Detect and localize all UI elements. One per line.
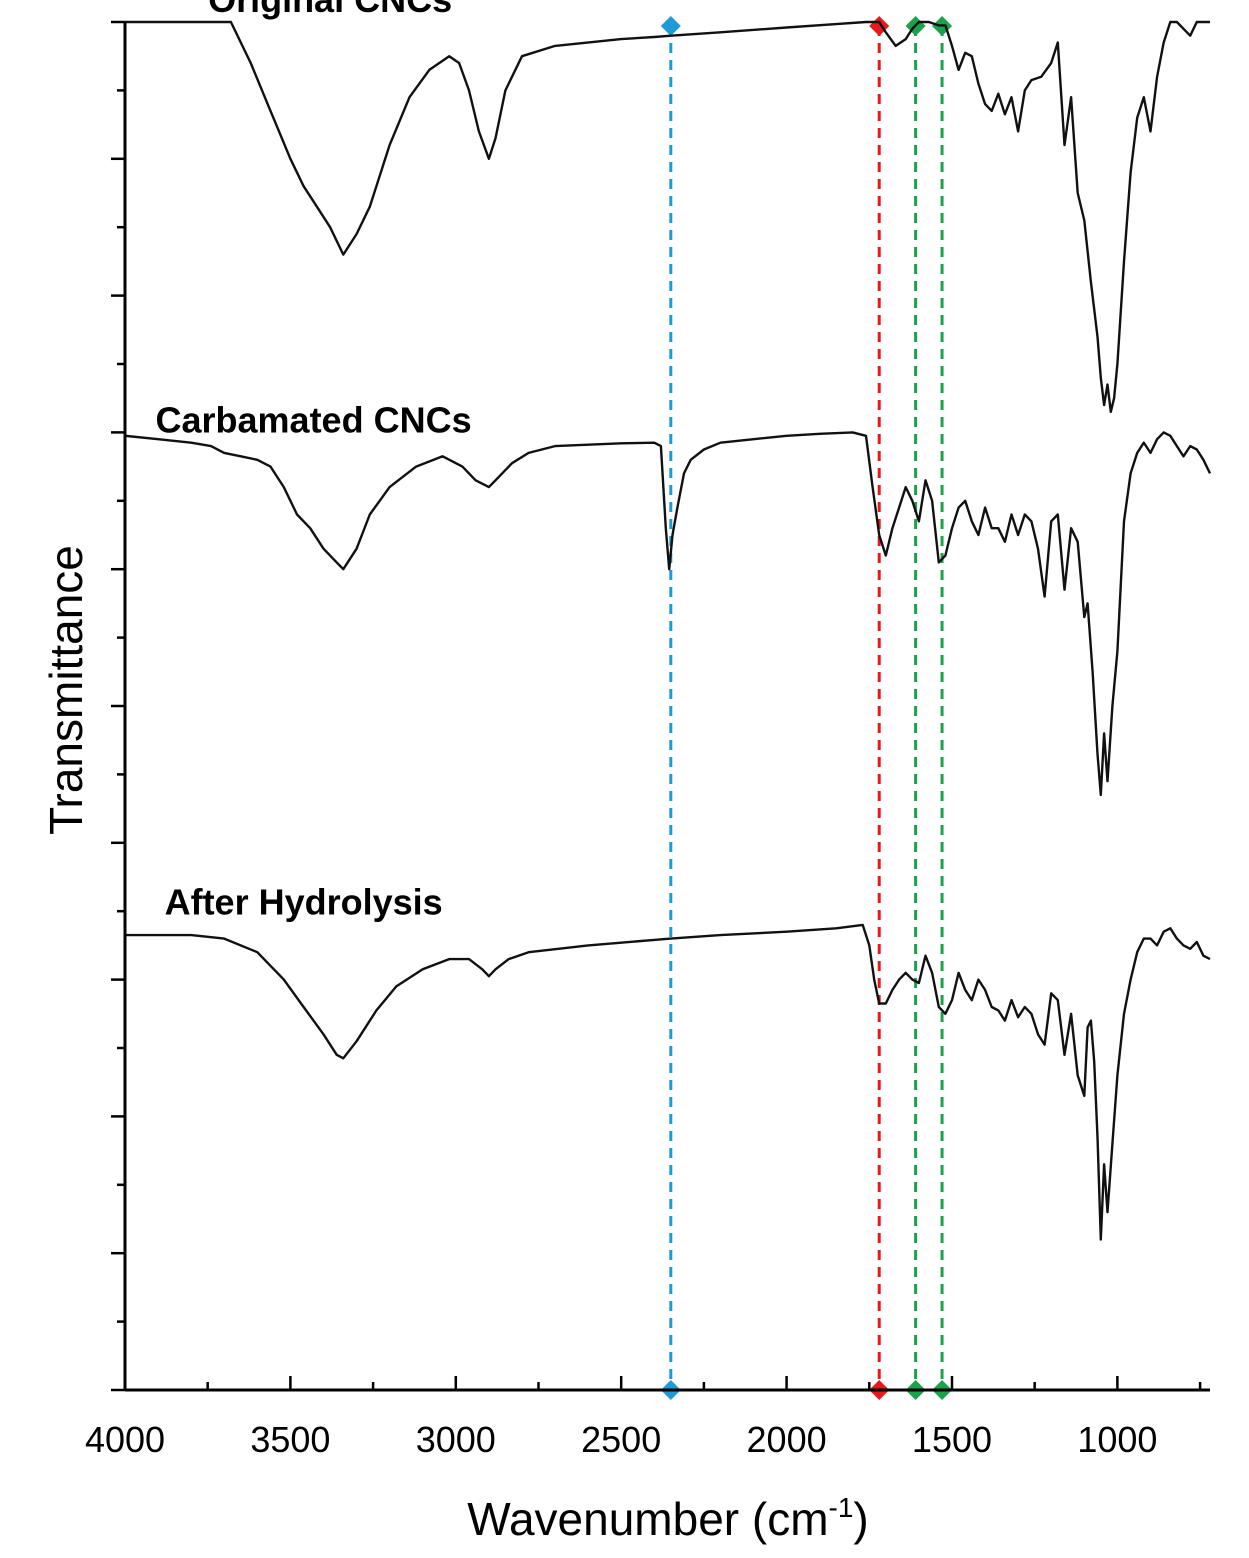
- series-label: Original CNCs: [208, 0, 452, 20]
- x-tick-label: 1500: [912, 1419, 992, 1460]
- y-axis-title: Transmittance: [40, 545, 92, 835]
- series-line: [125, 20, 1210, 414]
- marker-layer: [660, 16, 953, 1400]
- x-tick-label: 4000: [85, 1419, 165, 1460]
- series-line: [124, 431, 1212, 797]
- x-ticks: 4000 3500 3000 2500 2000 1500 1000: [85, 1376, 1202, 1460]
- axis-layer: 4000 3500 3000 2500 2000 1500 1000: [85, 20, 1210, 1460]
- x-axis-title: Wavenumber (cm-1): [467, 1492, 869, 1545]
- x-tick-label: 2500: [581, 1419, 661, 1460]
- x-tick-label: 1000: [1077, 1419, 1157, 1460]
- series-label: After Hydrolysis: [165, 882, 443, 923]
- label-layer: Original CNCs Carbamated CNCs After Hydrol…: [156, 0, 472, 923]
- x-tick-label: 2000: [747, 1419, 827, 1460]
- x-tick-label: 3000: [416, 1419, 496, 1460]
- series-line: [125, 923, 1211, 1241]
- y-ticks: [111, 20, 125, 1392]
- series-label: Carbamated CNCs: [156, 399, 472, 440]
- x-tick-label: 3500: [250, 1419, 330, 1460]
- marker-diamond: [660, 16, 681, 36]
- series-layer: [124, 20, 1212, 1241]
